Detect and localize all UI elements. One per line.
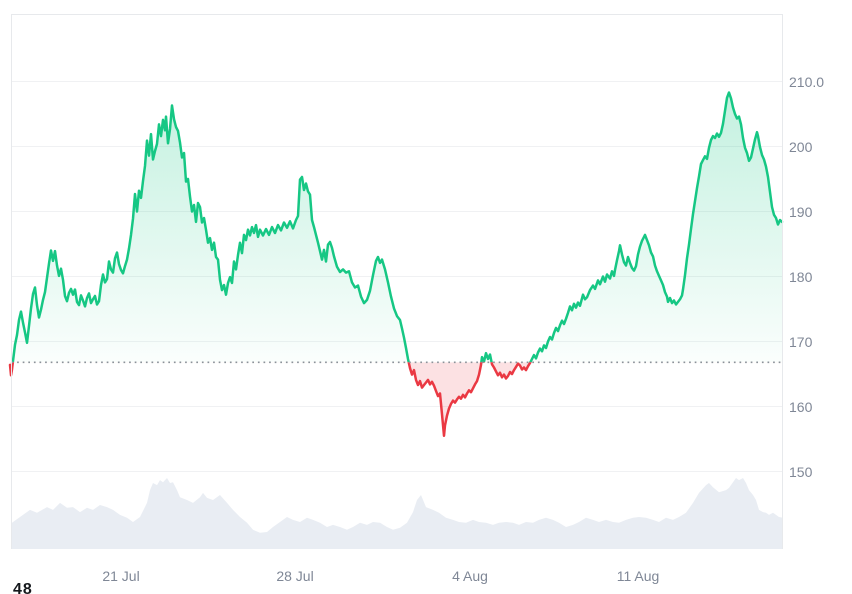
clipped-bottom-text: 48 (13, 581, 33, 594)
y-axis-label-150: 150 (789, 463, 813, 480)
price-line-down (8, 362, 532, 438)
y-axis-label-200: 200 (789, 138, 813, 155)
price-area-up (12, 92, 782, 363)
x-axis-label-28-Jul: 28 Jul (276, 568, 314, 584)
y-axis-label-170: 170 (789, 333, 813, 350)
y-axis-label-210.0: 210.0 (789, 73, 825, 90)
x-axis-label-21-Jul: 21 Jul (102, 568, 140, 584)
price-line-up (11, 91, 784, 363)
x-axis-label-4-Aug: 4 Aug (452, 568, 488, 584)
x-axis-label-11-Aug: 11 Aug (616, 568, 660, 584)
plot-border (11, 14, 783, 549)
y-axis-label-180: 180 (789, 268, 813, 285)
y-axis-label-190: 190 (789, 203, 813, 220)
volume-area (12, 478, 783, 549)
y-axis-label-160: 160 (789, 398, 813, 415)
